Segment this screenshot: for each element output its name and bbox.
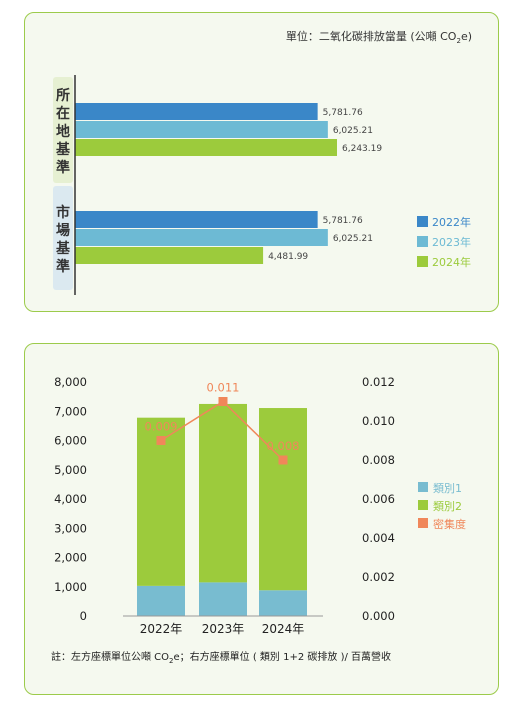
group-label-char: 準: [56, 159, 70, 176]
left-tick-label: 0: [80, 609, 87, 623]
bar-value-label: 6,025.21: [333, 126, 373, 136]
bar-segment-類別2: [259, 408, 307, 591]
group-label-char: 基: [56, 240, 71, 257]
left-tick-label: 4,000: [54, 492, 87, 506]
right-tick-label: 0.000: [362, 609, 395, 623]
legend-swatch-密集度: [418, 518, 428, 528]
emissions-hbar-chart: 單位：二氧化碳排放當量 (公噸 CO2e)所在地基準5,781.766,025.…: [53, 29, 472, 295]
left-tick-label: 6,000: [54, 434, 87, 448]
legend-label: 2024年: [432, 255, 471, 269]
stacked-emissions-panel: 0 1,000 2,000 3,000 4,000 5,000 6,000 7,000 8,00…: [24, 343, 499, 695]
right-tick-label: 0.002: [362, 570, 395, 584]
legend-swatch-類別2: [418, 500, 428, 510]
density-value-label: 0.008: [267, 439, 300, 453]
group-label-char: 準: [56, 258, 70, 275]
bar-location-2022年: [75, 103, 318, 120]
legend-label: 密集度: [433, 517, 466, 531]
group-label-char: 在: [56, 105, 70, 122]
legend-swatch-2023年: [417, 236, 428, 247]
bar-value-label: 6,025.21: [333, 234, 373, 244]
group-label-char: 基: [56, 141, 71, 158]
legend-swatch-2022年: [417, 216, 428, 227]
right-tick-label: 0.008: [362, 453, 395, 467]
left-tick-label: 3,000: [54, 521, 87, 535]
right-tick-label: 0.004: [362, 531, 395, 545]
category-label: 2023年: [202, 622, 245, 636]
category-label: 2022年: [140, 622, 183, 636]
legend-swatch-2024年: [417, 256, 428, 267]
left-tick-label: 1,000: [54, 580, 87, 594]
density-value-label: 0.011: [207, 381, 240, 395]
bar-location-2023年: [75, 121, 328, 138]
bar-segment-類別1: [137, 585, 185, 616]
legend-label: 類別1: [433, 482, 462, 495]
bar-market-2024年: [75, 247, 264, 264]
density-marker: [278, 455, 288, 465]
bar-segment-類別1: [259, 590, 307, 616]
density-marker: [218, 397, 228, 406]
density-value-label: 0.009: [145, 420, 178, 434]
left-tick-label: 8,000: [54, 375, 87, 389]
legend-label: 2022年: [432, 215, 471, 229]
bar-segment-類別2: [137, 417, 185, 586]
left-tick-label: 2,000: [54, 551, 87, 565]
bar-market-2023年: [75, 229, 328, 246]
bar-market-2022年: [75, 211, 318, 228]
density-marker: [156, 436, 166, 445]
bar-value-label: 5,781.76: [323, 216, 363, 226]
right-tick-label: 0.006: [362, 492, 395, 506]
bar-segment-類別2: [199, 403, 247, 583]
group-label-char: 市: [56, 204, 70, 221]
bar-value-label: 5,781.76: [323, 108, 363, 118]
right-tick-label: 0.010: [362, 414, 395, 428]
group-label-char: 場: [56, 222, 70, 239]
legend-label: 2023年: [432, 235, 471, 249]
bar-segment-類別1: [199, 582, 247, 616]
left-tick-label: 7,000: [54, 404, 87, 418]
group-label-box: [53, 77, 73, 183]
group-label-char: 所: [56, 87, 70, 104]
category-label: 2024年: [262, 622, 305, 636]
location-market-panel: 單位：二氧化碳排放當量 (公噸 CO2e) 所在地基準 5,781.76 6,025.…: [24, 12, 499, 312]
legend-swatch-類別1: [418, 482, 428, 492]
bar-value-label: 6,243.19: [342, 144, 382, 154]
stacked-emissions-chart: 0 1,000 2,000 3,000 4,000 5,000 6,000 7,000 8,00…: [51, 375, 466, 665]
bar-value-label: 4,481.99: [268, 252, 308, 262]
bar-location-2024年: [75, 139, 337, 156]
left-tick-label: 5,000: [54, 463, 87, 477]
footnote: 註：左方座標單位公噸 CO2e；右方座標單位 ( 類別 1+2 碳排放 )/ 百…: [51, 650, 391, 665]
unit-label: 單位：二氧化碳排放當量 (公噸 CO2e): [286, 29, 472, 45]
right-tick-label: 0.012: [362, 375, 395, 389]
group-label-char: 地: [56, 123, 70, 140]
group-label-box: [53, 186, 73, 290]
legend-label: 類別2: [433, 500, 462, 513]
